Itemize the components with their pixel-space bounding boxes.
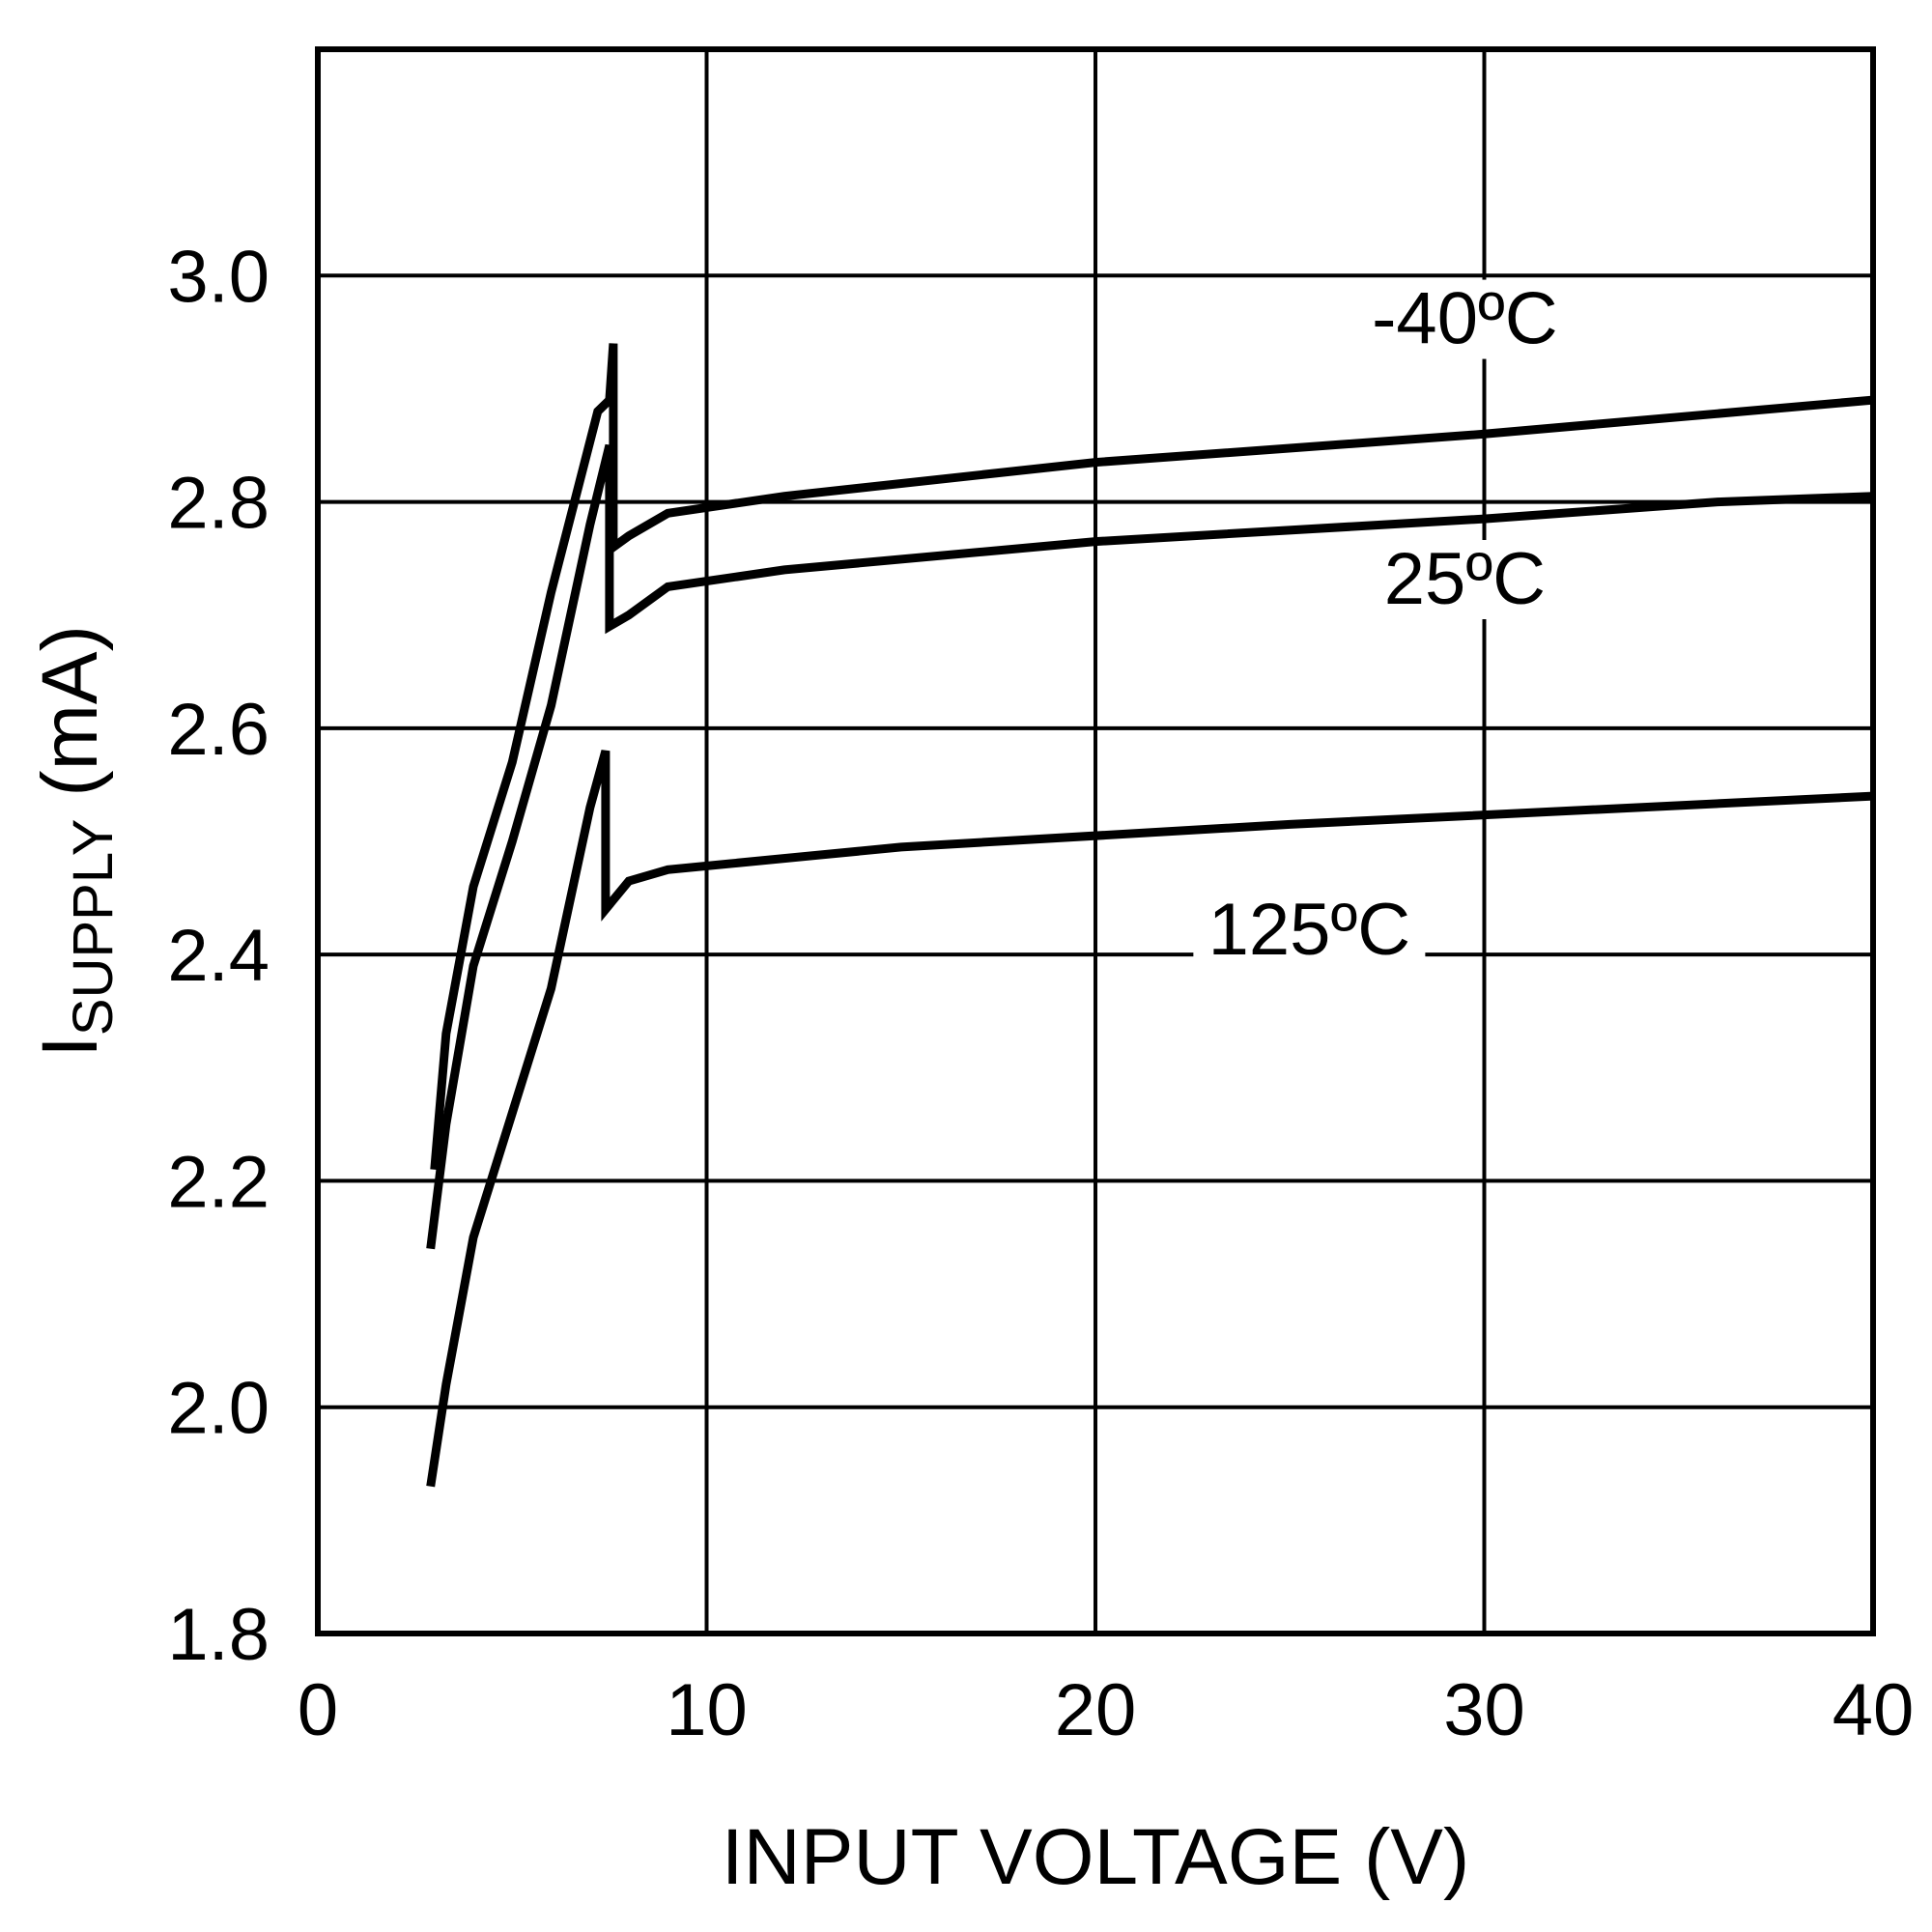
y-tick-label: 2.4 [167, 915, 270, 997]
data-series [426, 343, 1874, 1488]
annotation-background [1349, 540, 1581, 619]
x-tick-label: 0 [298, 1669, 338, 1751]
annotation-background [1193, 891, 1426, 971]
series-annotation: -40ºC [1372, 278, 1558, 360]
series-line [426, 750, 1874, 1488]
x-tick-label: 20 [1055, 1669, 1137, 1751]
x-axis-label: INPUT VOLTAGE (V) [722, 1813, 1470, 1901]
y-tick-label: 2.8 [167, 463, 270, 545]
x-tick-label: 30 [1443, 1669, 1525, 1751]
series-line [430, 343, 1874, 1171]
y-tick-label: 1.8 [167, 1594, 270, 1676]
y-tick-label: 2.6 [167, 689, 270, 771]
y-tick-label: 2.0 [167, 1368, 270, 1450]
y-axis-label-unit: (mA) [26, 625, 114, 818]
annotation-background [1349, 279, 1581, 359]
series-annotation: 25ºC [1384, 538, 1546, 620]
series-line [426, 443, 1874, 1250]
plot-frame [315, 46, 1876, 1636]
y-axis-label-main: I [26, 1036, 114, 1058]
series-annotations: -40ºC 25ºC 125ºC [1193, 278, 1581, 971]
y-axis-ticks: 1.8 2.0 2.2 2.4 2.6 2.8 3.0 [167, 236, 270, 1676]
y-axis-label-sub: SUPPLY [62, 819, 125, 1037]
grid-lines [316, 47, 1875, 1635]
x-axis-ticks: 0 10 20 30 40 [298, 1669, 1914, 1751]
series-annotation: 125ºC [1208, 889, 1410, 971]
y-tick-label: 3.0 [167, 236, 270, 318]
y-axis-label: ISUPPLY (mA) [26, 625, 125, 1058]
x-tick-label: 40 [1833, 1669, 1915, 1751]
x-tick-label: 10 [666, 1669, 748, 1751]
y-tick-label: 2.2 [167, 1141, 270, 1223]
